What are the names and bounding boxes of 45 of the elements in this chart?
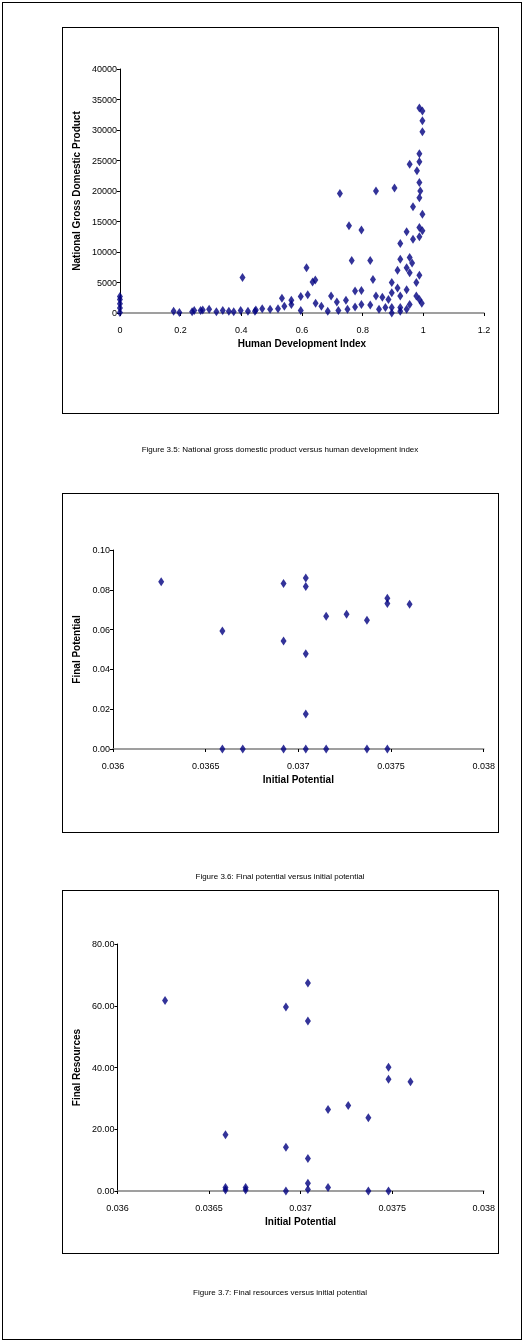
x-tick-label: 0.0365 bbox=[195, 1202, 223, 1213]
y-tick-label: 10000 bbox=[91, 247, 117, 257]
y-tick-label: 35000 bbox=[91, 94, 117, 105]
y-tick-label: 5000 bbox=[96, 277, 117, 288]
y-tick-label: 25000 bbox=[91, 155, 117, 166]
x-axis-title: Human Development Index bbox=[237, 338, 367, 350]
x-tick-label: 0.0365 bbox=[191, 760, 220, 771]
x-tick-label: 1.2 bbox=[477, 324, 491, 335]
x-axis-title: Initial Potential bbox=[262, 774, 335, 786]
y-tick-label: 0.08 bbox=[92, 584, 110, 595]
y-tick-label: 0 bbox=[111, 308, 117, 318]
caption: Figure 3.7: Final resources versus initial potential bbox=[192, 1288, 368, 1297]
x-tick-label: 0.6 bbox=[295, 324, 309, 335]
y-tick-label: 0.00 bbox=[92, 744, 110, 754]
y-tick-label: 30000 bbox=[91, 125, 117, 135]
y-axis-title: Final Potential bbox=[70, 615, 82, 684]
x-tick-label: 0.037 bbox=[289, 1202, 312, 1213]
caption: Figure 3.5: National gross domestic product versus human development index bbox=[140, 445, 420, 454]
x-axis-title: Initial Potential bbox=[265, 1216, 337, 1228]
y-tick-label: 80.00 bbox=[91, 939, 115, 949]
x-tick-label: 0.037 bbox=[287, 760, 310, 771]
x-tick-label: 0.0375 bbox=[377, 760, 405, 771]
y-axis-title: Final Resources bbox=[70, 1028, 82, 1107]
y-tick-label: 0.06 bbox=[92, 624, 110, 635]
y-tick-label: 0.02 bbox=[92, 704, 110, 715]
y-tick-label: 0.10 bbox=[92, 545, 110, 555]
x-tick-label: 1 bbox=[420, 324, 426, 335]
y-tick-label: 0.00 bbox=[96, 1186, 115, 1196]
y-tick-label: 15000 bbox=[91, 216, 117, 227]
x-tick-label: 0.2 bbox=[174, 324, 187, 335]
y-tick-label: 20.00 bbox=[91, 1124, 115, 1135]
x-tick-label: 0.8 bbox=[356, 324, 369, 335]
y-axis-title: National Gross Domestic Product bbox=[70, 110, 82, 271]
y-tick-label: 60.00 bbox=[91, 1000, 115, 1011]
x-tick-label: 0.036 bbox=[106, 1202, 129, 1213]
y-tick-label: 40000 bbox=[91, 64, 117, 74]
y-tick-label: 20000 bbox=[91, 186, 117, 196]
x-tick-label: 0.0375 bbox=[378, 1202, 406, 1213]
x-tick-label: 0.038 bbox=[472, 760, 495, 771]
y-tick-label: 40.00 bbox=[91, 1062, 115, 1073]
caption: Figure 3.6: Final potential versus initial potential bbox=[194, 872, 366, 881]
x-tick-label: 0.036 bbox=[101, 760, 125, 771]
x-tick-label: 0.4 bbox=[235, 324, 248, 335]
y-tick-label: 0.04 bbox=[92, 664, 110, 675]
x-tick-label: 0.038 bbox=[472, 1202, 495, 1213]
